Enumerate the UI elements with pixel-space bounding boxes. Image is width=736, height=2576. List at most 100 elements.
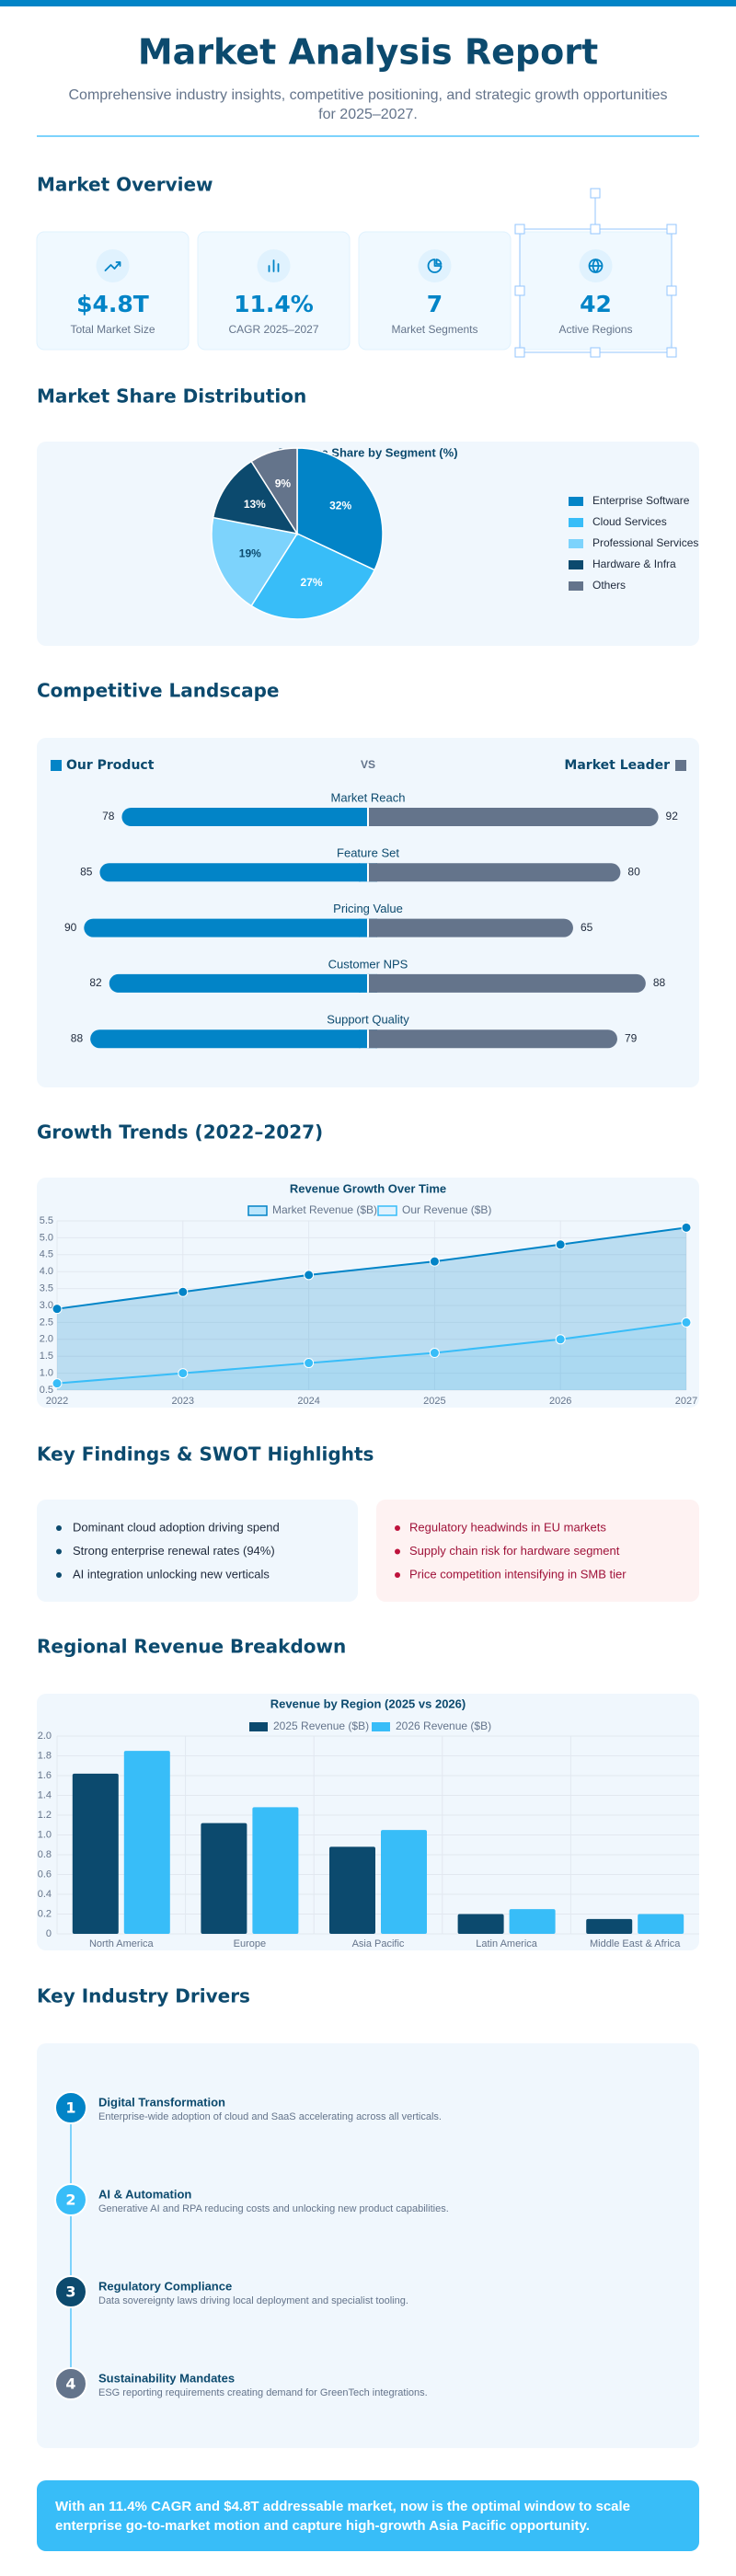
panel bbox=[37, 2043, 699, 2448]
pie-slice bbox=[211, 516, 299, 607]
bar bbox=[90, 1029, 368, 1049]
legend-label: Our Product bbox=[66, 758, 155, 773]
legend-label: Our Revenue ($B) bbox=[402, 1203, 491, 1216]
selection-handle bbox=[590, 188, 601, 199]
bar bbox=[368, 808, 659, 826]
section-heading: Regional Revenue Breakdown bbox=[37, 1636, 346, 1658]
bar-join bbox=[368, 918, 377, 937]
value-label: 65 bbox=[581, 921, 593, 934]
step-circle bbox=[54, 2275, 87, 2308]
y-tick-label: 2.5 bbox=[40, 1317, 53, 1328]
selection-handle bbox=[590, 224, 601, 235]
bar-join bbox=[368, 863, 377, 882]
driver-desc: Generative AI and RPA reducing costs and… bbox=[98, 2203, 449, 2214]
panel bbox=[37, 1500, 358, 1602]
step-number: 4 bbox=[65, 2375, 75, 2393]
bar bbox=[201, 1823, 247, 1934]
kpi-label: Market Segments bbox=[391, 323, 477, 336]
area bbox=[57, 1227, 686, 1390]
point bbox=[304, 1358, 315, 1369]
y-tick-label: 0.4 bbox=[38, 1889, 52, 1900]
section-heading: Competitive Landscape bbox=[37, 680, 279, 702]
y-tick-label: 1.0 bbox=[40, 1368, 53, 1379]
legend-swatch bbox=[249, 1722, 268, 1731]
value-label: 85 bbox=[80, 865, 93, 878]
risk: Regulatory headwinds in EU markets bbox=[409, 1520, 606, 1534]
line bbox=[56, 1321, 687, 1385]
category-label: Support Quality bbox=[327, 1013, 409, 1027]
x-tick-label: North America bbox=[89, 1938, 155, 1949]
y-tick-label: 1.2 bbox=[38, 1810, 52, 1821]
value-label: 82 bbox=[89, 976, 102, 989]
x-tick-label: 2027 bbox=[675, 1396, 697, 1407]
risk: Supply chain risk for hardware segment bbox=[409, 1544, 620, 1558]
y-tick-label: 4.5 bbox=[40, 1249, 53, 1260]
point bbox=[429, 1256, 440, 1267]
legend-swatch bbox=[372, 1722, 390, 1731]
point bbox=[429, 1348, 440, 1359]
pie-slice bbox=[296, 447, 384, 571]
bar bbox=[121, 808, 368, 826]
point bbox=[555, 1334, 566, 1345]
kpi-icon bbox=[268, 259, 280, 272]
bullet bbox=[56, 1572, 62, 1578]
legend-swatch bbox=[569, 581, 583, 591]
slice-label: 13% bbox=[244, 498, 266, 511]
y-tick-label: 4.0 bbox=[40, 1266, 53, 1277]
y-tick-label: 3.5 bbox=[40, 1283, 53, 1294]
point bbox=[178, 1286, 189, 1297]
kpi-card bbox=[358, 231, 512, 351]
vs-label: VS bbox=[361, 758, 375, 771]
y-tick-label: 5.0 bbox=[40, 1232, 53, 1243]
x-tick-label: Latin America bbox=[476, 1938, 538, 1949]
kpi-value: $4.8T bbox=[76, 291, 149, 317]
legend-swatch bbox=[247, 1205, 268, 1216]
finding: AI integration unlocking new verticals bbox=[73, 1567, 270, 1581]
section-heading: Market Overview bbox=[37, 174, 213, 196]
y-tick-label: 5.5 bbox=[40, 1215, 53, 1226]
y-tick-label: 0.2 bbox=[38, 1908, 52, 1919]
slice-label: 19% bbox=[239, 546, 261, 559]
legend-swatch bbox=[675, 760, 686, 771]
bar bbox=[381, 1830, 427, 1934]
y-tick-label: 1.4 bbox=[38, 1789, 52, 1800]
report-title: Market Analysis Report bbox=[138, 32, 598, 73]
driver-desc: Data sovereignty laws driving local depl… bbox=[98, 2295, 408, 2306]
legend-label: 2026 Revenue ($B) bbox=[396, 1719, 491, 1732]
pie-slice bbox=[250, 447, 298, 536]
x-tick-label: 2023 bbox=[172, 1396, 194, 1407]
chart-title: Revenue Growth Over Time bbox=[290, 1181, 446, 1195]
category-label: Customer NPS bbox=[328, 957, 408, 971]
finding: Strong enterprise renewal rates (94%) bbox=[73, 1544, 275, 1558]
bar bbox=[99, 863, 368, 882]
legend-label: Market Leader bbox=[564, 758, 670, 773]
step-circle bbox=[54, 2367, 87, 2400]
legend-swatch bbox=[569, 518, 583, 527]
kpi-icon bbox=[588, 259, 604, 273]
value-label: 92 bbox=[666, 810, 679, 822]
driver-title: Regulatory Compliance bbox=[98, 2279, 232, 2293]
legend-swatch bbox=[377, 1205, 397, 1216]
y-tick-label: 0.5 bbox=[40, 1385, 53, 1396]
x-tick-label: 2024 bbox=[297, 1396, 319, 1407]
x-tick-label: Asia Pacific bbox=[352, 1938, 405, 1949]
selection-handle bbox=[514, 347, 525, 358]
legend-label: Professional Services bbox=[592, 536, 698, 549]
bar bbox=[368, 973, 646, 993]
driver-desc: Enterprise-wide adoption of cloud and Sa… bbox=[98, 2111, 442, 2122]
driver-title: AI & Automation bbox=[98, 2187, 191, 2201]
section-heading: Market Share Distribution bbox=[37, 385, 306, 408]
legend-swatch bbox=[569, 539, 583, 548]
value-label: 79 bbox=[625, 1031, 638, 1044]
category-label: Market Reach bbox=[331, 790, 406, 804]
bar bbox=[84, 918, 369, 937]
y-tick-label: 1.8 bbox=[38, 1750, 52, 1761]
value-label: 88 bbox=[653, 976, 666, 989]
category-label: Pricing Value bbox=[333, 902, 403, 915]
kpi-label: Total Market Size bbox=[70, 323, 155, 336]
legend-label: 2025 Revenue ($B) bbox=[273, 1719, 369, 1732]
panel bbox=[37, 1178, 699, 1408]
pie-slice bbox=[250, 533, 376, 620]
y-tick-label: 0.8 bbox=[38, 1849, 52, 1860]
